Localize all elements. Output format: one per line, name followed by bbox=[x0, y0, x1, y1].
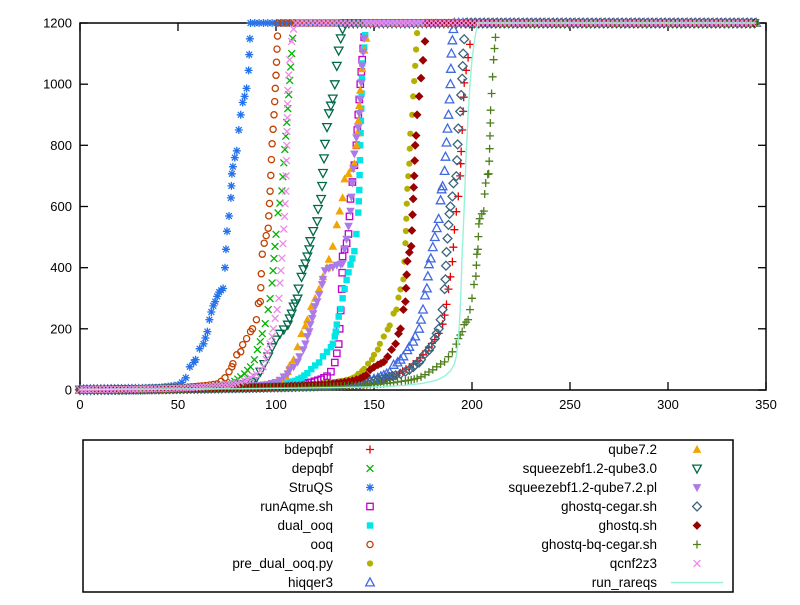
legend-label: pre_dual_ooq.py bbox=[232, 556, 333, 571]
legend-item-qcnf2z3: qcnf2z3 bbox=[610, 556, 702, 571]
y-tick-label: 0 bbox=[65, 383, 72, 398]
legend-item-dual_ooq: dual_ooq bbox=[277, 518, 374, 533]
y-tick-label: 200 bbox=[50, 321, 72, 336]
x-tick-label: 200 bbox=[461, 397, 483, 412]
x-tick-label: 0 bbox=[76, 397, 83, 412]
x-tick-label: 100 bbox=[265, 397, 287, 412]
legend-label: runAqme.sh bbox=[260, 499, 333, 514]
legend-label: dual_ooq bbox=[277, 518, 333, 533]
legend-box bbox=[82, 439, 734, 593]
legend-item-squeezebf1.2-qube7.2.pl: squeezebf1.2-qube7.2.pl bbox=[508, 480, 702, 495]
legend-item-qube7.2: qube7.2 bbox=[608, 442, 702, 457]
legend-item-depqbf: depqbf bbox=[292, 461, 375, 476]
legend-label: ghostq-bq-cegar.sh bbox=[541, 537, 657, 552]
legend-item-run_rareqs: run_rareqs bbox=[592, 575, 723, 590]
legend-label: qcnf2z3 bbox=[610, 556, 657, 571]
legend-marker-asterisk-icon bbox=[365, 482, 375, 493]
legend-item-StruQS: StruQS bbox=[289, 480, 375, 495]
x-tick-label: 300 bbox=[657, 397, 679, 412]
legend-label: run_rareqs bbox=[592, 575, 658, 590]
legend-label: ghostq-cegar.sh bbox=[561, 499, 657, 514]
legend-marker-square-filled-icon bbox=[366, 522, 374, 529]
axis-tick-labels: 0 50 100 150 200 250 300 350 0 200 400 600 800 1000 12… bbox=[43, 16, 777, 413]
legend-label: bdepqbf bbox=[284, 442, 333, 457]
legend-item-ghostq-bq-cegar.sh: ghostq-bq-cegar.sh bbox=[541, 537, 702, 552]
series-run_rareqs bbox=[79, 22, 757, 391]
legend-label: squeezebf1.2-qube7.2.pl bbox=[508, 480, 657, 495]
x-tick-label: 350 bbox=[755, 397, 777, 412]
legend-label: hiqqer3 bbox=[288, 575, 333, 590]
legend-label: ooq bbox=[310, 537, 333, 552]
legend-label: qube7.2 bbox=[608, 442, 657, 457]
y-tick-label: 800 bbox=[50, 138, 72, 153]
legend-item-hiqqer3: hiqqer3 bbox=[288, 575, 375, 590]
legend-item-pre_dual_ooq.py: pre_dual_ooq.py bbox=[232, 556, 374, 571]
y-tick-label: 1200 bbox=[43, 16, 72, 31]
legend-item-ooq: ooq bbox=[310, 537, 374, 552]
x-tick-label: 250 bbox=[559, 397, 581, 412]
legend-marker-circle-filled-icon bbox=[366, 560, 374, 567]
y-tick-label: 600 bbox=[50, 199, 72, 214]
legend-label: ghostq.sh bbox=[598, 518, 657, 533]
legend-item-ghostq-cegar.sh: ghostq-cegar.sh bbox=[561, 499, 703, 514]
legend-label: squeezebf1.2-qube3.0 bbox=[523, 461, 657, 476]
x-tick-label: 50 bbox=[171, 397, 185, 412]
y-tick-label: 1000 bbox=[43, 77, 72, 92]
y-tick-label: 400 bbox=[50, 260, 72, 275]
legend-label: StruQS bbox=[289, 480, 333, 495]
legend-item-runAqme.sh: runAqme.sh bbox=[260, 499, 374, 514]
legend-label: depqbf bbox=[292, 461, 334, 476]
legend-item-squeezebf1.2-qube3.0: squeezebf1.2-qube3.0 bbox=[523, 461, 702, 476]
x-tick-label: 150 bbox=[363, 397, 385, 412]
legend-item-ghostq.sh: ghostq.sh bbox=[598, 518, 702, 533]
legend-item-bdepqbf: bdepqbf bbox=[284, 442, 375, 457]
